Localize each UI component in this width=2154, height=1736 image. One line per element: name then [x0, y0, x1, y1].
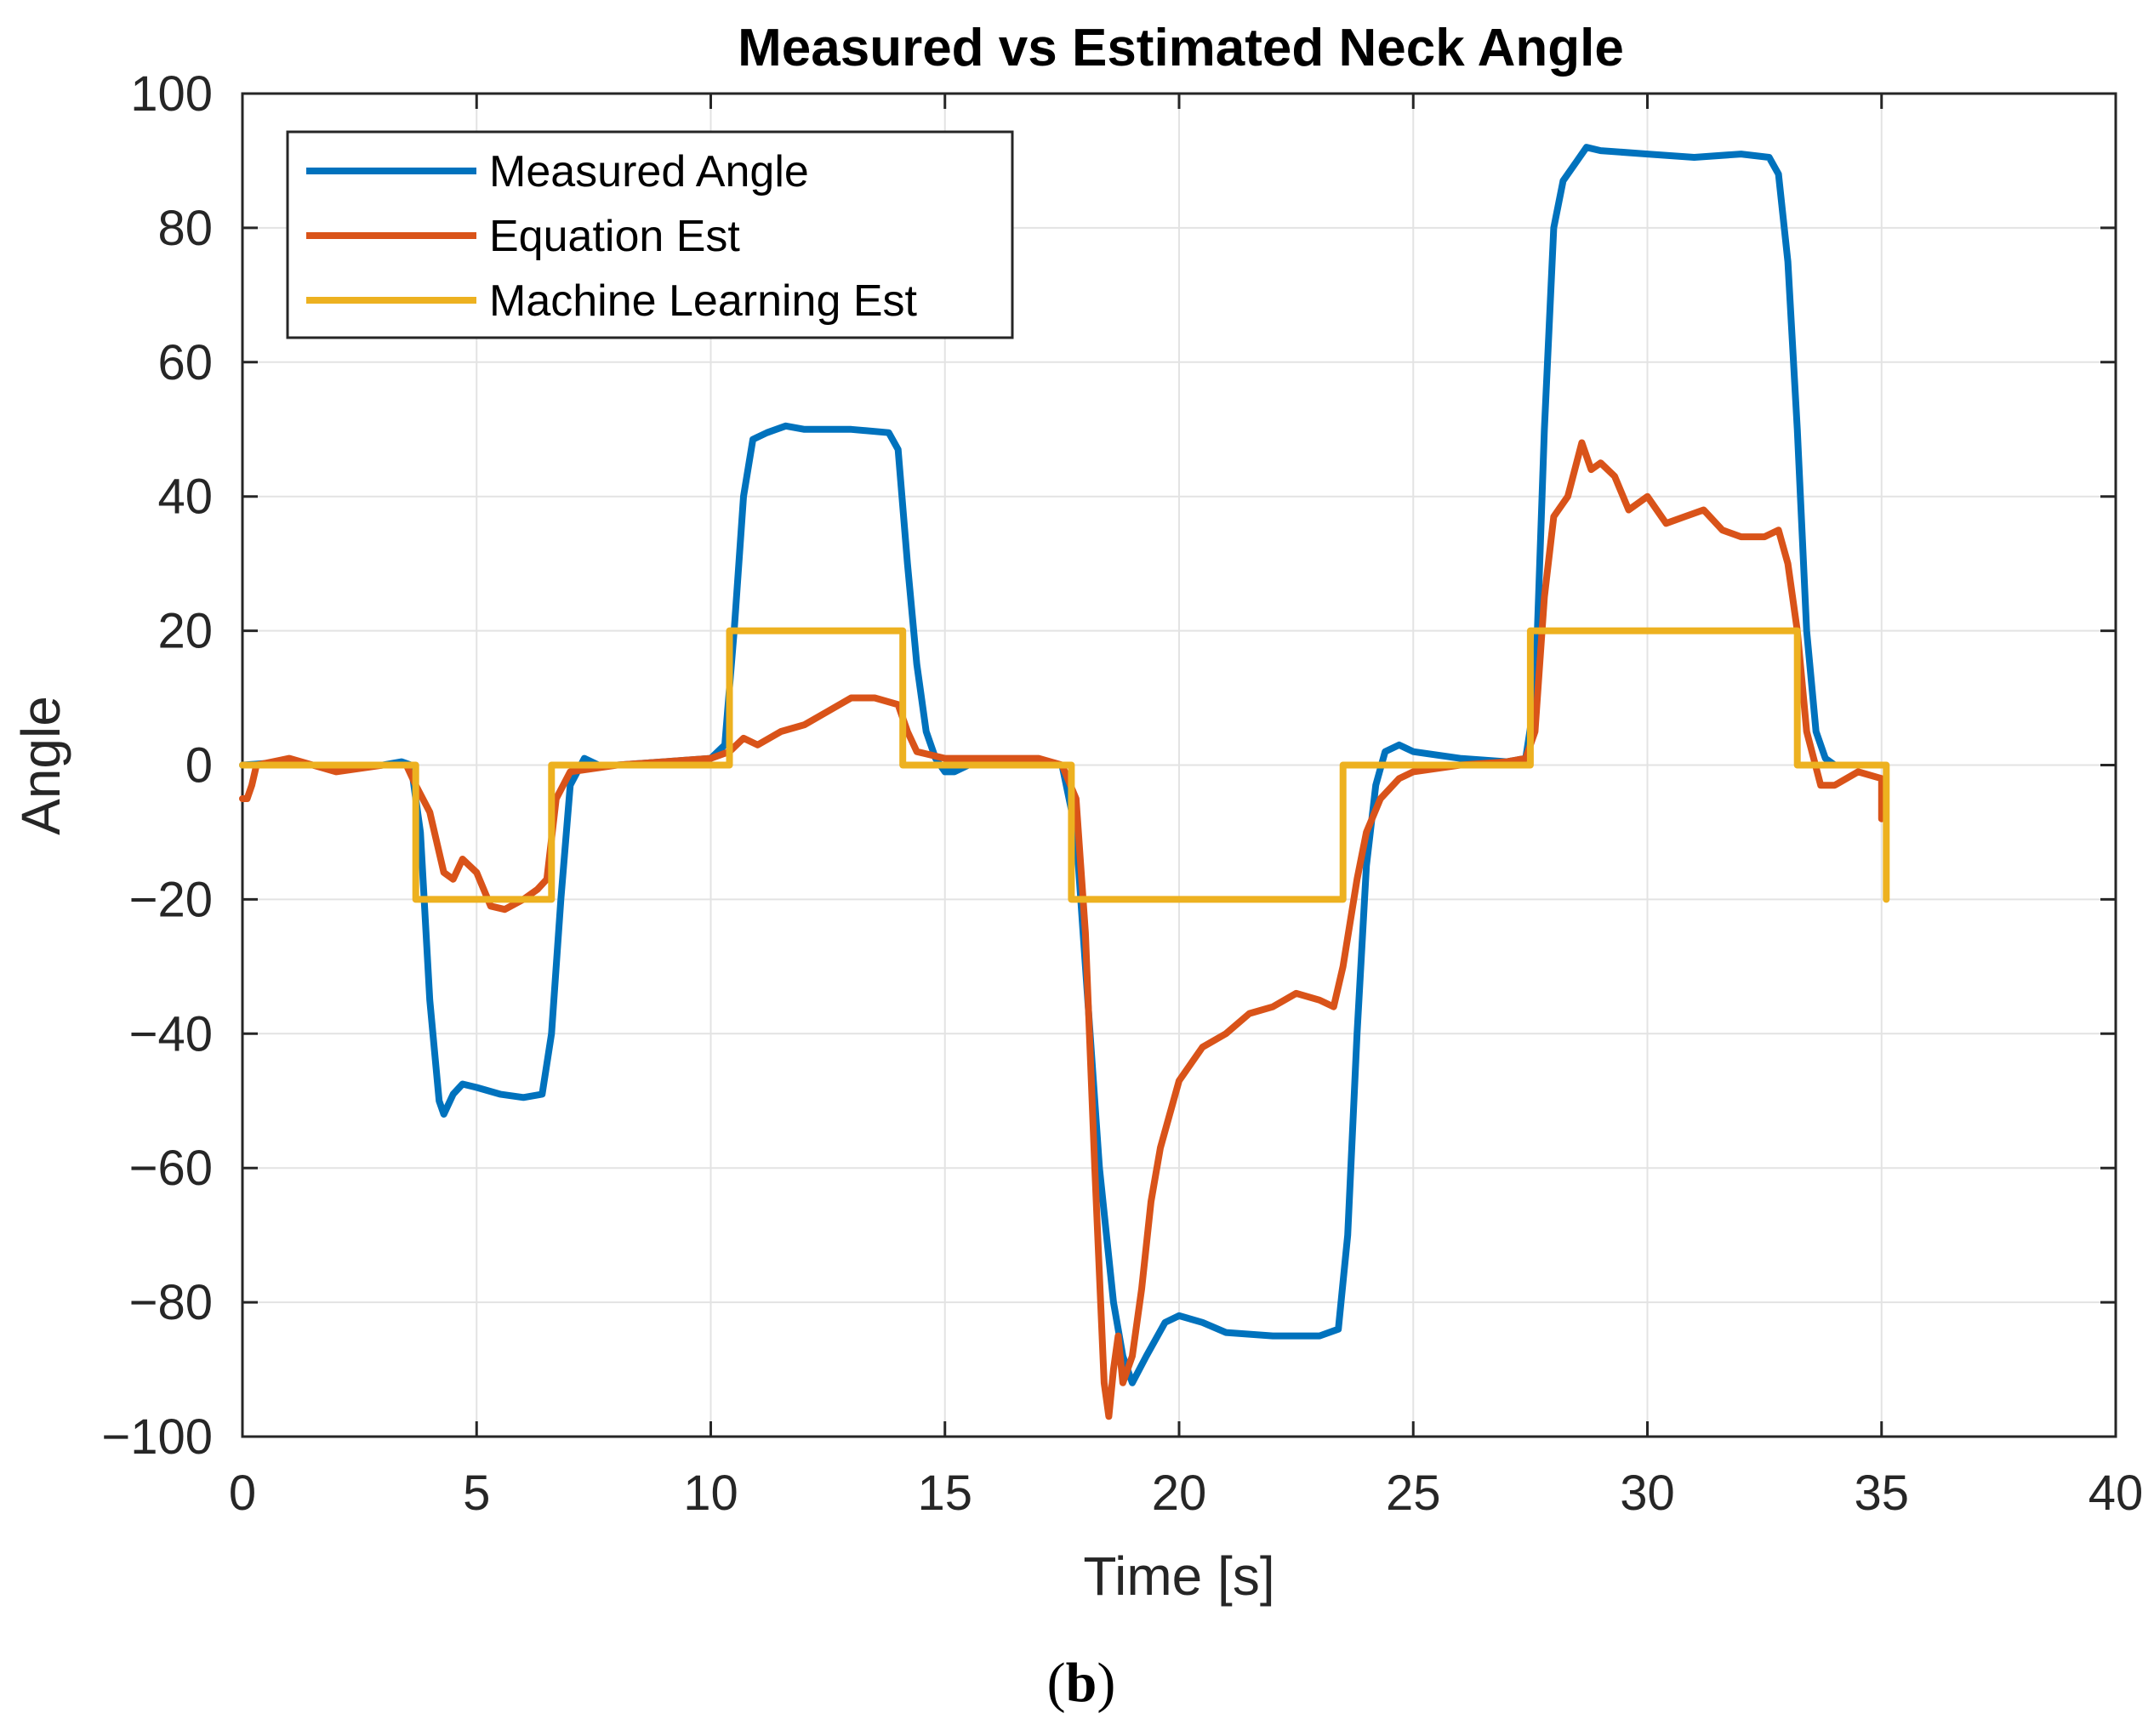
y-tick-label: −40	[129, 1006, 213, 1062]
y-tick-label: 40	[157, 470, 213, 525]
y-tick-label: 0	[185, 738, 213, 794]
y-tick-label: 20	[157, 604, 213, 659]
series-line-equation-est	[239, 439, 1885, 1420]
y-tick-label: 60	[157, 335, 213, 390]
y-axis-label: Angle	[10, 696, 71, 835]
series-line-machine-learning-est	[239, 627, 1890, 903]
caption-close-paren: )	[1097, 1652, 1115, 1714]
x-axis-ticks: 0 5 10 15 20 25 30 35 40	[229, 94, 2143, 1521]
y-tick-label: 100	[130, 66, 213, 122]
series	[239, 144, 1890, 1420]
x-tick-label: 0	[229, 1466, 256, 1521]
y-tick-label: −80	[129, 1275, 213, 1330]
x-tick-label: 40	[2088, 1466, 2144, 1521]
legend-label-machine-learning-est: Machine Learning Est	[489, 276, 918, 326]
x-tick-label: 5	[463, 1466, 490, 1521]
legend-label-measured-angle: Measured Angle	[489, 147, 809, 196]
legend-label-equation-est: Equation Est	[489, 212, 740, 261]
chart-title: Measured vs Estimated Neck Angle	[738, 19, 1624, 77]
x-axis-label: Time [s]	[1083, 1545, 1274, 1607]
x-tick-label: 35	[1854, 1466, 1909, 1521]
x-tick-label: 20	[1152, 1466, 1207, 1521]
caption-letter: b	[1066, 1652, 1097, 1714]
x-tick-label: 30	[1620, 1466, 1675, 1521]
x-tick-label: 25	[1386, 1466, 1441, 1521]
y-tick-label: −20	[129, 872, 213, 927]
y-tick-label: −60	[129, 1141, 213, 1196]
legend: Measured Angle Equation Est Machine Lear…	[286, 130, 1014, 339]
x-tick-label: 10	[683, 1466, 738, 1521]
y-axis-ticks: −100 −80 −60 −40 −20 0 20 40 60 80 100	[101, 66, 2116, 1465]
figure-caption: (b)	[1047, 1652, 1116, 1714]
caption-open-paren: (	[1047, 1652, 1066, 1714]
y-tick-label: 80	[157, 201, 213, 256]
y-tick-label: −100	[101, 1409, 213, 1465]
x-tick-label: 15	[917, 1466, 972, 1521]
